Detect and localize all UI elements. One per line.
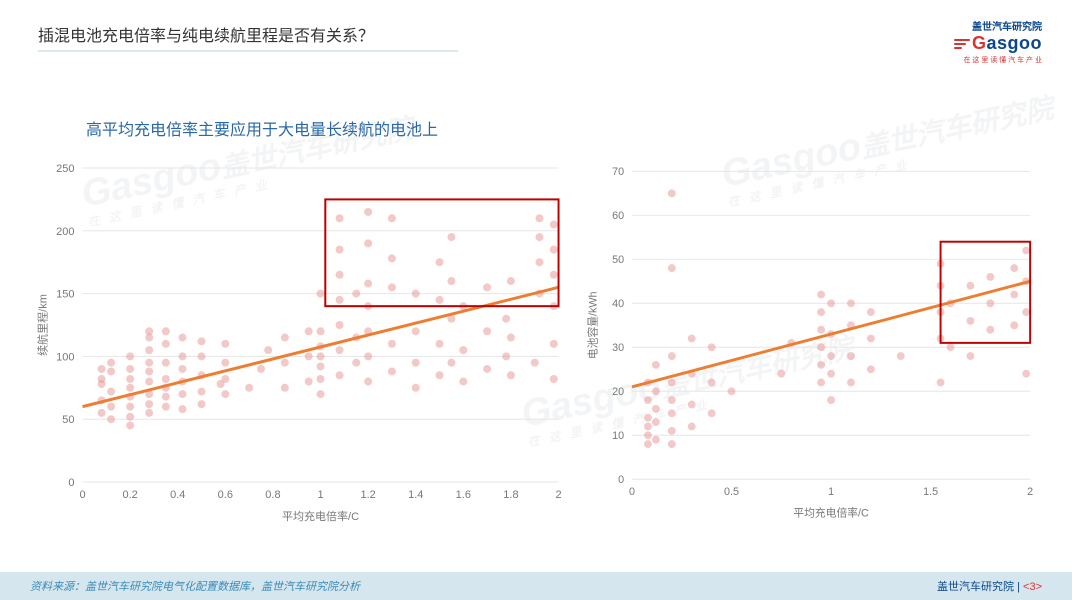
svg-text:0: 0 <box>618 474 624 486</box>
footer-source: 资料来源：盖世汽车研究院电气化配置数据库，盖世汽车研究院分析 <box>30 578 360 594</box>
svg-text:平均充电倍率/C: 平均充电倍率/C <box>282 509 359 523</box>
svg-text:0.8: 0.8 <box>265 489 280 501</box>
footer-right: 盖世汽车研究院 | <3> <box>937 578 1042 594</box>
svg-text:50: 50 <box>612 254 624 266</box>
svg-text:30: 30 <box>612 342 624 354</box>
svg-text:1.5: 1.5 <box>923 486 938 498</box>
svg-text:100: 100 <box>56 351 74 363</box>
svg-text:0.2: 0.2 <box>122 489 137 501</box>
svg-text:150: 150 <box>56 289 74 301</box>
svg-text:2: 2 <box>1027 486 1033 498</box>
svg-text:1: 1 <box>828 486 834 498</box>
svg-text:0: 0 <box>79 489 85 501</box>
chart-right: 0 10 20 30 40 50 60 70 0 0.5 1 1.5 2 平均充电倍率/C 电池容量/kWh <box>581 150 1042 530</box>
charts-row: 05010015020025000.20.40.60.811.21.41.61.… <box>30 150 1042 530</box>
logo-brand-text: asgoo <box>986 33 1042 53</box>
svg-text:0: 0 <box>629 486 635 498</box>
logo-sub-text: 在 这 里 读 懂 汽 车 产 业 <box>954 55 1042 65</box>
svg-text:60: 60 <box>612 210 624 222</box>
title-underline <box>38 50 458 52</box>
svg-text:1: 1 <box>317 489 323 501</box>
svg-text:1.8: 1.8 <box>503 489 518 501</box>
svg-text:0.4: 0.4 <box>170 489 185 501</box>
chart-left-wrap: 0 50 100 150 200 250 0 0.2 0.4 0.6 0.8 1 1.2 1.4 1.6 1.… <box>30 150 571 530</box>
svg-text:0.5: 0.5 <box>724 486 739 498</box>
svg-text:1.6: 1.6 <box>456 489 471 501</box>
svg-text:1.4: 1.4 <box>408 489 423 501</box>
logo-bars-icon <box>954 39 970 51</box>
svg-text:70: 70 <box>612 166 624 178</box>
svg-text:1.2: 1.2 <box>360 489 375 501</box>
svg-text:50: 50 <box>62 414 74 426</box>
footer: 资料来源：盖世汽车研究院电气化配置数据库，盖世汽车研究院分析 盖世汽车研究院 |… <box>0 572 1072 600</box>
logo-top-text: 盖世汽车研究院 <box>954 18 1042 33</box>
svg-text:0: 0 <box>68 477 74 489</box>
svg-text:250: 250 <box>56 163 74 175</box>
brand-logo: 盖世汽车研究院 Gasgoo 在 这 里 读 懂 汽 车 产 业 <box>954 18 1042 65</box>
svg-text:200: 200 <box>56 226 74 238</box>
svg-text:0.6: 0.6 <box>218 489 233 501</box>
svg-text:电池容量/kWh: 电池容量/kWh <box>587 291 600 359</box>
svg-text:10: 10 <box>612 430 624 442</box>
chart-left: 0 50 100 150 200 250 0 0.2 0.4 0.6 0.8 1 1.2 1.4 1.6 1.… <box>30 150 571 530</box>
svg-text:平均充电倍率/C: 平均充电倍率/C <box>793 507 869 520</box>
svg-text:2: 2 <box>555 489 561 501</box>
svg-text:20: 20 <box>612 386 624 398</box>
svg-text:40: 40 <box>612 298 624 310</box>
svg-text:续航里程/km: 续航里程/km <box>36 294 50 356</box>
chart-right-wrap: 0 10 20 30 40 50 60 70 0 0.5 1 1.5 2 平均充电倍率/C 电池容量/kWh <box>581 150 1042 530</box>
page-title: 插混电池充电倍率与纯电续航里程是否有关系？ <box>38 22 374 46</box>
subtitle: 高平均充电倍率主要应用于大电量长续航的电池上 <box>86 116 438 140</box>
